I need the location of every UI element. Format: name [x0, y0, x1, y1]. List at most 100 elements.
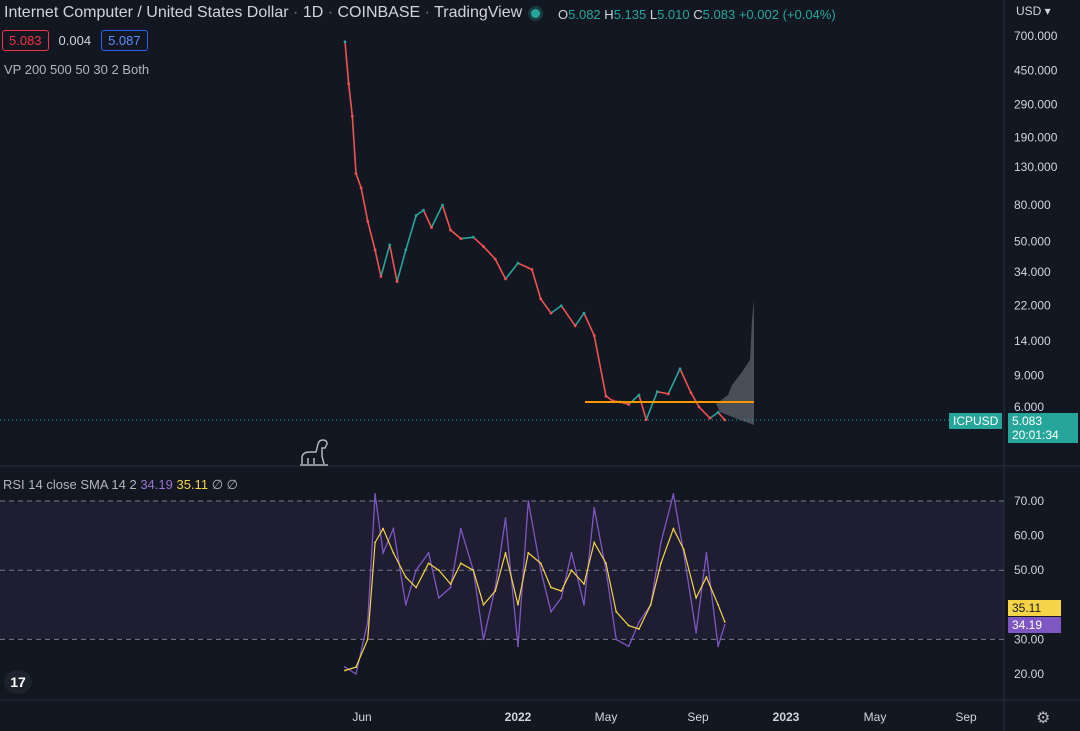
- price-point: [354, 172, 358, 175]
- vp-indicator-label[interactable]: VP 200 500 50 30 2 Both: [4, 62, 150, 77]
- rsi-sma-current-value: 35.11: [176, 477, 209, 492]
- price-tick-label: 130.000: [1014, 160, 1058, 174]
- rsi-point: [437, 596, 440, 599]
- price-tick-label: 80.000: [1014, 198, 1051, 212]
- dino-icon[interactable]: [300, 439, 328, 466]
- rsi-line: [344, 493, 726, 676]
- rsi-sma-point: [355, 666, 357, 668]
- rsi-band: [0, 501, 1004, 639]
- rsi-current-value: 34.19: [140, 477, 173, 492]
- low-value: 5.010: [657, 7, 690, 22]
- price-segment: [690, 392, 700, 408]
- price-point: [530, 268, 534, 271]
- rsi-point: [705, 552, 708, 554]
- rsi-point: [583, 603, 585, 606]
- currency-selector[interactable]: USD ▾: [1016, 4, 1051, 18]
- price-point: [666, 392, 670, 396]
- buy-button[interactable]: 5.087: [101, 30, 148, 51]
- interval[interactable]: 1D: [302, 4, 324, 21]
- price-tick-label: 34.000: [1014, 265, 1051, 279]
- time-tick-label: Sep: [955, 710, 977, 724]
- rsi-tick-label: 20.00: [1014, 667, 1044, 681]
- price-point: [549, 311, 553, 315]
- rsi-sma-line: [344, 527, 726, 672]
- exchange: COINBASE: [337, 4, 421, 21]
- price-tick-label: 50.000: [1014, 235, 1051, 249]
- rsi-tick-label: 30.00: [1014, 632, 1044, 646]
- tradingview-logo-icon[interactable]: 17: [4, 670, 32, 694]
- rsi-sma-point: [723, 620, 726, 623]
- price-segment: [422, 209, 433, 228]
- price-point: [604, 394, 608, 398]
- rsi-point: [366, 621, 369, 623]
- price-point: [395, 280, 399, 283]
- rsi-point: [627, 645, 630, 648]
- price-point: [637, 393, 641, 397]
- price-point: [430, 226, 433, 229]
- rsi-sma-point: [494, 590, 497, 592]
- price-segment: [430, 204, 444, 228]
- price-segment: [355, 173, 362, 188]
- price-segment: [472, 236, 485, 248]
- price-point: [689, 391, 693, 395]
- rsi-point: [723, 624, 726, 626]
- bid-ask-panel: 5.083 0.004 5.087: [2, 30, 148, 51]
- high-value: 5.135: [613, 7, 647, 22]
- price-segment: [667, 368, 681, 395]
- price-point: [379, 275, 383, 278]
- symbol-name[interactable]: Internet Computer / United States Dollar: [4, 4, 289, 21]
- price-point: [655, 390, 659, 394]
- price-segment: [560, 305, 576, 327]
- rsi-sma-point: [615, 610, 618, 613]
- price-point: [441, 203, 444, 207]
- rsi-params[interactable]: RSI 14 close SMA 14 2: [3, 477, 137, 492]
- price-segment: [405, 215, 417, 251]
- rsi-sma-point: [344, 669, 346, 672]
- chevron-down-icon[interactable]: ▾: [1041, 4, 1051, 18]
- price-segment: [360, 187, 369, 222]
- price-point: [404, 248, 408, 252]
- rsi-sma-tag: 35.11: [1008, 600, 1061, 616]
- rsi-sma-point: [504, 552, 507, 554]
- price-point: [347, 82, 351, 86]
- rsi-sma-point: [605, 562, 607, 565]
- rsi-sma-point: [472, 569, 475, 572]
- price-point: [573, 324, 577, 328]
- rsi-point: [717, 645, 720, 648]
- price-segment: [645, 391, 659, 420]
- rsi-point: [615, 638, 618, 641]
- gear-icon[interactable]: ⚙: [1036, 710, 1051, 727]
- rsi-point: [605, 569, 607, 572]
- price-point: [708, 416, 712, 420]
- rsi-tick-label: 60.00: [1014, 529, 1044, 543]
- rsi-sma-point: [660, 562, 662, 565]
- open-value: 5.082: [568, 7, 601, 22]
- rsi-indicator-label[interactable]: RSI 14 close SMA 14 2 34.19 35.11 ∅ ∅: [3, 477, 238, 493]
- price-tick-label: 700.000: [1014, 29, 1058, 43]
- rsi-tick-label: 70.00: [1014, 494, 1044, 508]
- market-status-icon[interactable]: [531, 9, 540, 18]
- price-point: [592, 334, 596, 337]
- price-segment: [380, 244, 391, 277]
- rsi-sma-point: [560, 590, 563, 592]
- sell-button[interactable]: 5.083: [2, 30, 49, 51]
- symbol-tag: ICPUSD: [949, 413, 1003, 429]
- price-point: [627, 403, 631, 406]
- change-value: +0.002 (+0.04%): [738, 7, 836, 22]
- rsi-sma-point: [517, 603, 519, 606]
- time-tick-label: 2023: [773, 710, 800, 724]
- rsi-point: [382, 552, 385, 554]
- currency-label[interactable]: USD: [1016, 4, 1042, 18]
- price-segment: [709, 411, 719, 419]
- price-tick-label: 22.000: [1014, 299, 1051, 313]
- price-segment: [396, 249, 407, 282]
- close-value: 5.083: [702, 7, 736, 22]
- price-segment: [441, 204, 452, 231]
- price-segment: [583, 312, 595, 336]
- rsi-point: [527, 500, 530, 502]
- chart-title[interactable]: Internet Computer / United States Dollar…: [4, 4, 522, 22]
- rsi-point: [482, 638, 485, 641]
- rsi-point: [427, 552, 430, 554]
- time-tick-label: Sep: [687, 710, 709, 724]
